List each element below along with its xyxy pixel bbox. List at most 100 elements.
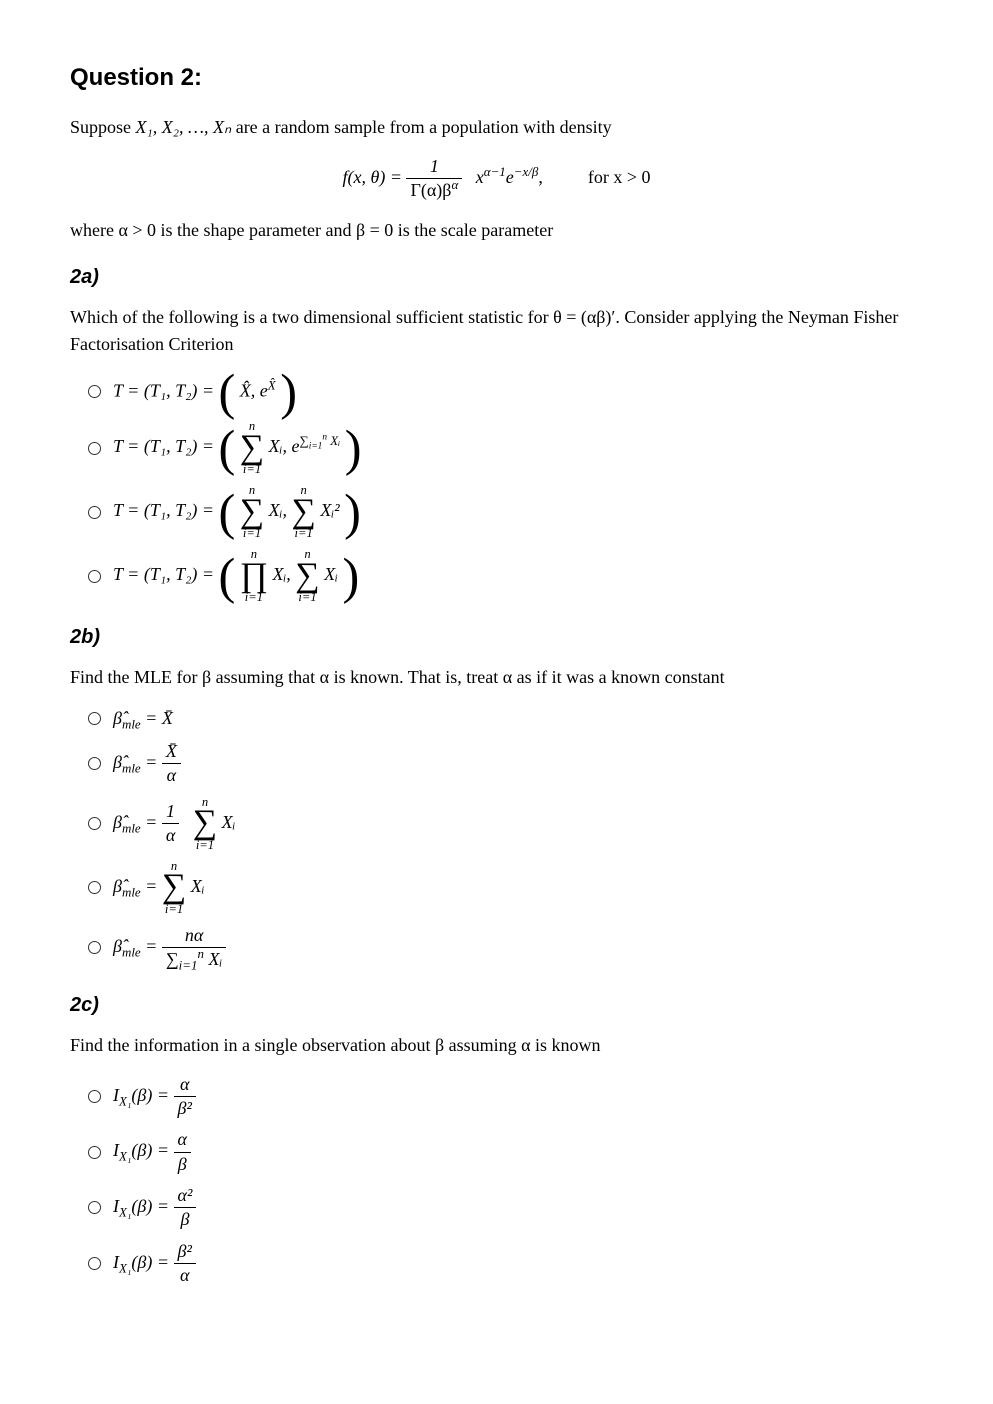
q2a-options: T = (T₁, T₂) = ( X̂, eX̂ ) T = (T₁, T₂) … [88, 372, 923, 604]
density-e: e [506, 167, 514, 187]
frac-den: β [174, 1153, 191, 1176]
sum-bot: i=1 [193, 839, 217, 852]
frac-num: β² [174, 1240, 196, 1264]
den-tail: Xᵢ [204, 949, 222, 969]
q2c-option-4[interactable]: IX₁(β) = β² α [88, 1240, 923, 1288]
density-den: Γ(α)βα [406, 179, 462, 202]
radio-icon [88, 1090, 101, 1103]
frac-den: β [174, 1208, 197, 1231]
radio-icon [88, 881, 101, 894]
frac-num: 1 [162, 800, 179, 824]
density-x: x [476, 167, 484, 187]
density-frac: 1 Γ(α)βα [406, 155, 462, 203]
radio-icon [88, 570, 101, 583]
q2a-option-3[interactable]: T = (T₁, T₂) = ( n ∑ i=1 Xᵢ, n ∑ i=1 Xᵢ²… [88, 484, 923, 540]
q2a-opt1-prefix: T = (T₁, T₂) = [113, 380, 219, 400]
lhs-sub: X₁ [119, 1205, 131, 1220]
q2a-opt3-b: Xᵢ² [320, 500, 339, 520]
sum-bot: i=1 [292, 527, 316, 540]
frac-num: α [174, 1073, 196, 1097]
frac: α β [174, 1128, 191, 1176]
q2a-text: Which of the following is a two dimensio… [70, 304, 923, 358]
lhs-arg: (β) = [131, 1196, 173, 1216]
q2c-option-1[interactable]: IX₁(β) = α β² [88, 1073, 923, 1121]
q2b-option-3[interactable]: β̂mle = 1 α n ∑ i=1 Xᵢ [88, 796, 923, 852]
q2b-lhs: β̂ [113, 752, 122, 772]
lhs-sub: X₁ [119, 1093, 131, 1108]
den-sum: ∑ [166, 949, 179, 969]
frac-num: α² [174, 1184, 197, 1208]
q2b-opt2-math: β̂mle = X̄ α [113, 740, 181, 788]
lhs-sub: X₁ [119, 1149, 131, 1164]
eq: = [141, 708, 162, 728]
density-den-base: Γ(α)β [410, 180, 451, 200]
radio-icon [88, 941, 101, 954]
q2a-opt4-math: T = (T₁, T₂) = ( n ∏ i=1 Xᵢ, n ∑ i=1 Xᵢ … [113, 548, 359, 604]
q2b-option-2[interactable]: β̂mle = X̄ α [88, 740, 923, 788]
eq: = [141, 752, 162, 772]
q2b-opt5-math: β̂mle = nα ∑i=1n Xᵢ [113, 924, 226, 972]
q2b-lhs-sub: mle [122, 761, 141, 776]
q2b-lhs-sub: mle [122, 884, 141, 899]
q2b-lhs-sub: mle [122, 944, 141, 959]
frac: nα ∑i=1n Xᵢ [162, 924, 227, 972]
frac-den: ∑i=1n Xᵢ [162, 948, 227, 971]
q2-intro-post: are a random sample from a population wi… [231, 117, 611, 137]
q2a-opt4-a: Xᵢ, [272, 564, 295, 584]
q2c-text: Find the information in a single observa… [70, 1032, 923, 1059]
q2a-opt1-math: T = (T₁, T₂) = ( X̂, eX̂ ) [113, 372, 297, 412]
q2a-opt4-b: Xᵢ [324, 564, 338, 584]
q2b-lhs: β̂ [113, 936, 122, 956]
q2b-option-5[interactable]: β̂mle = nα ∑i=1n Xᵢ [88, 924, 923, 972]
q2b-opt4-tail: Xᵢ [191, 876, 205, 896]
q2b-option-4[interactable]: β̂mle = n ∑ i=1 Xᵢ [88, 860, 923, 916]
sum-icon: n ∑ i=1 [292, 484, 316, 540]
frac-den: α [174, 1264, 196, 1287]
q2a-option-1[interactable]: T = (T₁, T₂) = ( X̂, eX̂ ) [88, 372, 923, 412]
eq: = [141, 936, 162, 956]
radio-icon [88, 506, 101, 519]
radio-icon [88, 1146, 101, 1159]
density-x-sup: α−1 [484, 164, 506, 179]
q2-where-text: where α > 0 is the shape parameter and β… [70, 220, 553, 240]
sum-icon: n ∑ i=1 [240, 484, 264, 540]
q2c-opt4-math: IX₁(β) = β² α [113, 1240, 196, 1288]
sum-icon: n ∑ i=1 [295, 548, 319, 604]
density-den-sup: α [451, 177, 458, 192]
sup-sum-bot: i=1 [309, 442, 323, 452]
lhs-arg: (β) = [131, 1085, 173, 1105]
density-e-sup: −x/β [514, 164, 539, 179]
q2b-title: 2b) [70, 622, 923, 652]
q2a-option-2[interactable]: T = (T₁, T₂) = ( n ∑ i=1 Xᵢ, e∑i=1n Xᵢ ) [88, 420, 923, 476]
frac-num: X̄ [162, 740, 181, 764]
q2c-opt3-math: IX₁(β) = α² β [113, 1184, 196, 1232]
q2-intro-pre: Suppose [70, 117, 136, 137]
frac: X̄ α [162, 740, 181, 788]
q2c-option-3[interactable]: IX₁(β) = α² β [88, 1184, 923, 1232]
sup-sum: ∑ [300, 433, 309, 448]
q2b-options: β̂mle = X̄ β̂mle = X̄ α β̂mle = 1 α n ∑ … [88, 705, 923, 972]
density-num: 1 [406, 155, 462, 179]
lhs-arg: (β) = [131, 1140, 173, 1160]
radio-icon [88, 712, 101, 725]
den-sum-bot: i=1 [179, 958, 198, 973]
q2c-opt2-math: IX₁(β) = α β [113, 1128, 191, 1176]
q2b-lhs-sub: mle [122, 717, 141, 732]
prod-icon: n ∏ i=1 [240, 548, 268, 604]
eq: = [141, 876, 162, 896]
q2a-opt2-prefix: T = (T₁, T₂) = [113, 436, 219, 456]
radio-icon [88, 817, 101, 830]
sup-sum-tail: Xᵢ [327, 433, 340, 448]
sum-bot: i=1 [295, 591, 319, 604]
q2a-opt3-prefix: T = (T₁, T₂) = [113, 500, 219, 520]
q2a-opt3-math: T = (T₁, T₂) = ( n ∑ i=1 Xᵢ, n ∑ i=1 Xᵢ²… [113, 484, 361, 540]
radio-icon [88, 442, 101, 455]
frac: α² β [174, 1184, 197, 1232]
q2b-option-1[interactable]: β̂mle = X̄ [88, 705, 923, 732]
sum-bot: i=1 [162, 903, 186, 916]
q2c-option-2[interactable]: IX₁(β) = α β [88, 1128, 923, 1176]
question-2-title: Question 2: [70, 60, 923, 96]
q2a-option-4[interactable]: T = (T₁, T₂) = ( n ∏ i=1 Xᵢ, n ∑ i=1 Xᵢ … [88, 548, 923, 604]
frac: 1 α [162, 800, 179, 848]
q2b-opt3-tail: Xᵢ [222, 812, 236, 832]
